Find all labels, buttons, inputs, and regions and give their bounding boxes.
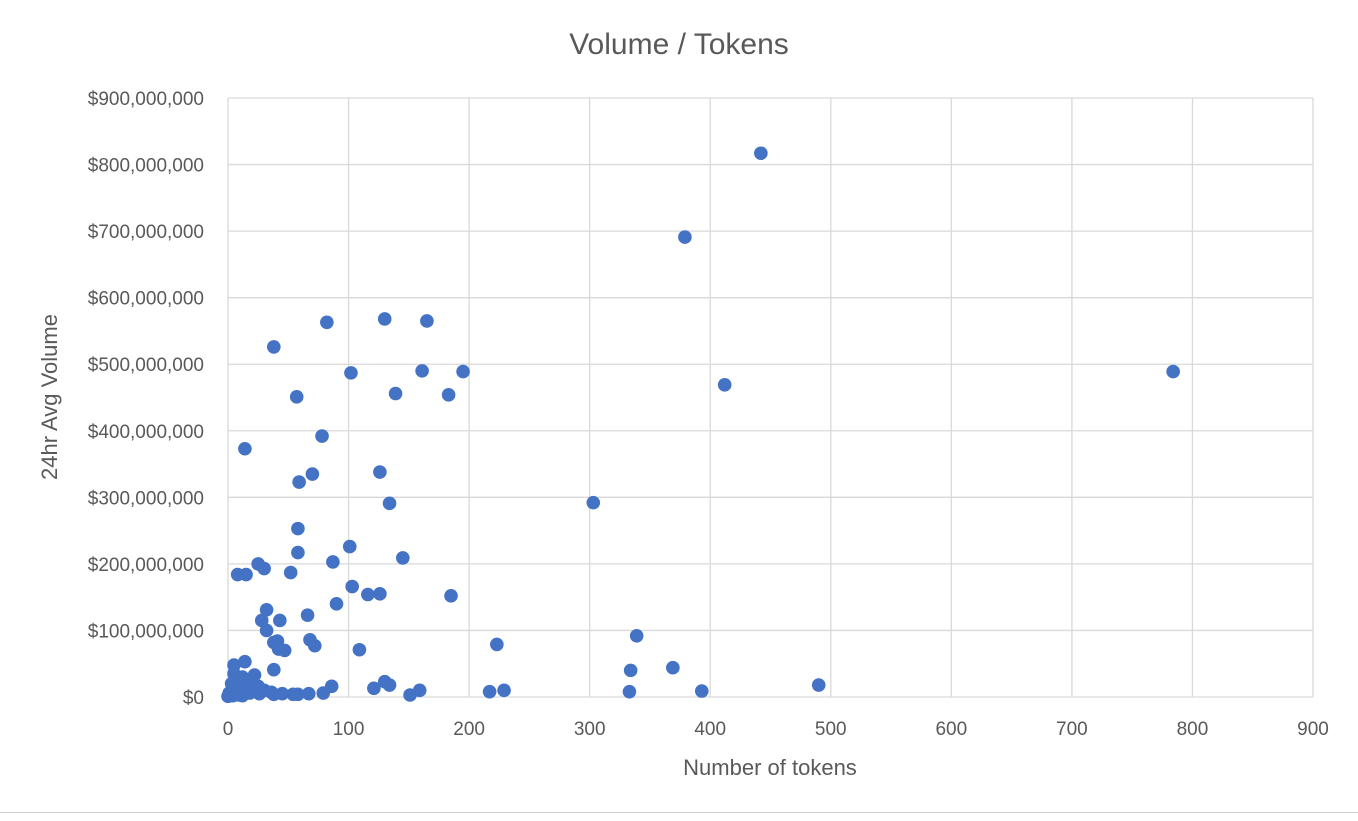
data-point	[238, 441, 252, 456]
x-tick-label: 200	[453, 719, 485, 740]
data-point	[292, 475, 306, 489]
data-point	[257, 561, 271, 576]
data-point	[441, 388, 456, 402]
x-tick-label: 100	[333, 719, 365, 740]
x-tick-label: 300	[574, 719, 606, 740]
data-point	[811, 678, 826, 692]
data-point	[315, 429, 329, 443]
chart-title: Volume / Tokens	[569, 28, 789, 61]
x-axis-ticks: 0 100 200 300 400 500 600 700 800 900	[223, 719, 1329, 740]
data-point	[291, 687, 305, 702]
data-point	[1166, 364, 1180, 379]
x-tick-label: 700	[1056, 719, 1088, 740]
x-tick-label: 400	[694, 719, 726, 740]
data-point	[273, 613, 287, 628]
data-point	[316, 686, 331, 700]
data-point	[259, 623, 274, 638]
data-point	[301, 686, 316, 701]
data-point	[326, 555, 340, 569]
y-tick-label: $300,000,000	[88, 488, 204, 509]
data-point	[420, 314, 434, 328]
data-point	[247, 668, 262, 682]
data-point	[373, 465, 387, 479]
data-point	[238, 654, 252, 669]
data-point	[490, 637, 504, 652]
data-point	[754, 146, 768, 161]
data-point	[344, 366, 358, 380]
data-point	[267, 662, 281, 677]
y-tick-label: $500,000,000	[88, 355, 204, 376]
data-point	[291, 545, 305, 560]
data-point	[382, 678, 397, 692]
x-tick-label: 600	[935, 719, 967, 740]
x-axis-label: Number of tokens	[683, 755, 857, 780]
data-point	[586, 495, 601, 510]
data-point	[415, 364, 429, 378]
y-tick-label: $0	[183, 688, 204, 709]
data-point	[345, 579, 359, 594]
data-point	[277, 643, 292, 658]
x-tick-label: 500	[815, 719, 847, 740]
data-point	[367, 681, 381, 696]
x-tick-label: 900	[1297, 719, 1329, 740]
data-point	[267, 340, 281, 354]
data-point	[403, 688, 417, 702]
data-point	[382, 496, 397, 511]
y-axis-label: 24hr Avg Volume	[37, 314, 62, 480]
data-point	[717, 378, 732, 392]
data-point	[259, 603, 274, 617]
x-tick-label: 800	[1177, 719, 1209, 740]
data-point	[396, 551, 410, 565]
data-point	[444, 589, 458, 603]
data-point	[456, 364, 470, 379]
data-point	[267, 687, 281, 702]
data-point	[629, 628, 644, 643]
data-point	[497, 683, 511, 698]
data-point	[242, 686, 257, 700]
data-point	[320, 315, 334, 330]
data-point	[305, 467, 320, 481]
y-tick-label: $400,000,000	[88, 422, 204, 443]
data-point	[291, 521, 305, 536]
data-point	[300, 608, 315, 622]
data-point	[622, 684, 637, 699]
x-tick-label: 0	[223, 719, 234, 740]
data-point	[377, 312, 392, 326]
y-tick-label: $800,000,000	[88, 156, 204, 177]
gridlines	[227, 97, 1314, 698]
data-point	[373, 587, 387, 601]
data-point	[694, 684, 709, 698]
y-tick-label: $700,000,000	[88, 222, 204, 243]
data-point	[239, 567, 253, 582]
data-point	[388, 386, 403, 401]
data-point	[666, 660, 680, 675]
bottom-divider	[0, 812, 1358, 813]
y-tick-label: $600,000,000	[88, 289, 204, 310]
data-point	[352, 642, 367, 657]
data-point	[252, 686, 267, 701]
data-point	[308, 638, 322, 653]
data-point	[289, 390, 304, 404]
y-tick-label: $100,000,000	[88, 621, 204, 642]
data-point	[329, 597, 344, 611]
data-points	[221, 146, 1180, 704]
data-point	[482, 684, 497, 699]
y-axis-ticks: $0 $100,000,000 $200,000,000 $300,000,000 $4…	[88, 89, 204, 709]
data-point	[361, 587, 375, 602]
y-tick-label: $900,000,000	[88, 89, 204, 110]
y-tick-label: $200,000,000	[88, 555, 204, 576]
data-point	[678, 230, 692, 244]
data-point	[623, 663, 638, 678]
data-point	[283, 565, 298, 580]
data-point	[342, 539, 357, 554]
